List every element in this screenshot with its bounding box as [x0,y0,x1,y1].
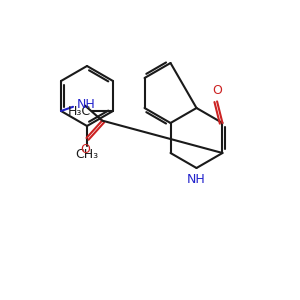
Text: NH: NH [187,173,206,186]
Text: NH: NH [76,98,95,111]
Text: CH₃: CH₃ [75,148,99,161]
Text: O: O [212,84,222,97]
Text: H₃C: H₃C [68,104,91,118]
Text: O: O [80,143,90,156]
